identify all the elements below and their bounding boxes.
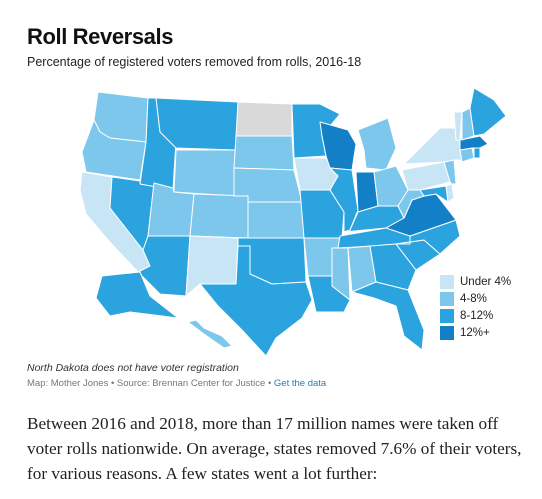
legend-label-under-4: Under 4% bbox=[460, 275, 512, 288]
state-md bbox=[419, 185, 449, 203]
state-co bbox=[189, 193, 249, 239]
legend-swatch-under-4 bbox=[440, 274, 454, 289]
state-vt bbox=[453, 111, 463, 141]
article-paragraph: Between 2016 and 2018, more than 17 mill… bbox=[27, 411, 537, 486]
legend-swatch-12-plus bbox=[440, 325, 454, 340]
legend-swatch-8-12 bbox=[440, 308, 454, 323]
page-title: Roll Reversals bbox=[27, 24, 174, 49]
legend-label-8-12: 8-12% bbox=[460, 309, 494, 322]
legend-swatch-4-8 bbox=[440, 291, 454, 306]
legend-item-12-plus: 12%+ bbox=[440, 324, 511, 341]
state-mo bbox=[299, 189, 345, 239]
state-tx bbox=[199, 245, 313, 357]
legend-item-under-4: Under 4% bbox=[440, 273, 511, 290]
state-ny bbox=[403, 127, 465, 165]
legend-label-4-8: 4-8% bbox=[460, 292, 487, 305]
paragraph-line: voter rolls nationwide. On average, stat… bbox=[27, 439, 522, 458]
us-map bbox=[79, 87, 507, 357]
state-me bbox=[469, 87, 507, 137]
state-ms bbox=[331, 247, 351, 301]
state-sd bbox=[233, 135, 295, 171]
paragraph-line: Between 2016 and 2018, more than 17 mill… bbox=[27, 414, 499, 433]
state-pa bbox=[401, 161, 451, 191]
state-mi bbox=[357, 117, 397, 171]
state-hi bbox=[187, 319, 233, 349]
legend-label-12-plus: 12%+ bbox=[460, 326, 490, 339]
state-ks bbox=[247, 201, 305, 239]
paragraph-line: for various reasons. A few states went a… bbox=[27, 464, 378, 483]
state-mt bbox=[155, 97, 239, 151]
state-ri bbox=[473, 147, 481, 159]
state-de bbox=[445, 183, 455, 203]
legend-item-4-8: 4-8% bbox=[440, 290, 511, 307]
map-source: Map: Mother Jones • Source: Brennan Cent… bbox=[27, 378, 326, 389]
page-subtitle: Percentage of registered voters removed … bbox=[27, 55, 362, 69]
legend: Under 4% 4-8% 8-12% 12%+ bbox=[440, 273, 511, 341]
state-wy bbox=[173, 149, 237, 197]
state-nd bbox=[235, 101, 293, 137]
state-nc bbox=[395, 219, 461, 255]
get-the-data-link[interactable]: Get the data bbox=[273, 378, 327, 389]
map-note: North Dakota does not have voter registr… bbox=[27, 362, 239, 374]
legend-item-8-12: 8-12% bbox=[440, 307, 511, 324]
state-ak bbox=[95, 271, 179, 319]
state-fl bbox=[351, 281, 425, 351]
source-text: Map: Mother Jones • Source: Brennan Cent… bbox=[27, 378, 274, 389]
state-ma bbox=[459, 135, 489, 151]
